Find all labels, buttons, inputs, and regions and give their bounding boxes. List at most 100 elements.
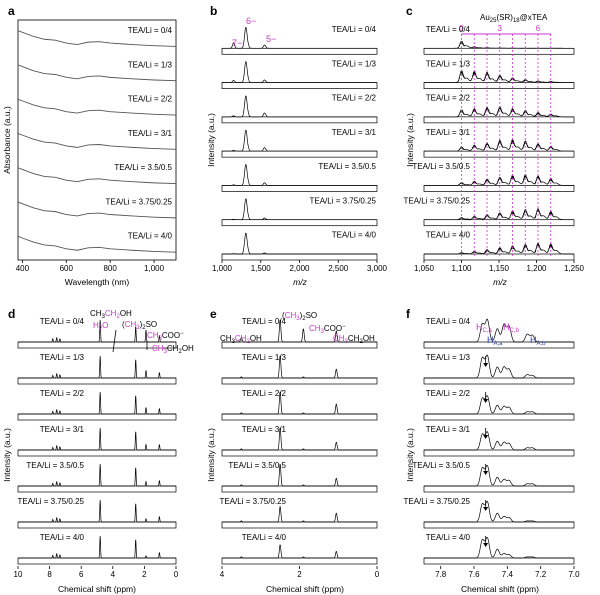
panel-f-row-frame: [423, 521, 575, 529]
panel-f-row-label: TEA/Li = 3/1: [426, 425, 471, 434]
nmr-spectrum: [424, 536, 574, 559]
panel-c-ylabel: Intensity (a.u.): [405, 113, 415, 167]
panel-b-row-label: TEA/Li = 3.75/0.25: [310, 196, 377, 205]
panel-b-row-labels: TEA/Li = 0/4 TEA/Li = 1/3 TEA/Li = 2/2 TEA/…: [310, 25, 377, 240]
panel-d-row-frame: [17, 521, 177, 529]
nmr-spectrum: [222, 319, 377, 343]
absorbance-curve: [17, 201, 177, 219]
panel-f-row-label: TEA/Li = 3.5/0.5: [412, 461, 470, 470]
panel-a-frame: [17, 19, 177, 261]
panel-c-row-labels: TEA/Li = 0/4 TEA/Li = 1/3 TEA/Li = 2/2 TEA/…: [404, 25, 471, 240]
panel-c-xtick-label: 1,050: [414, 264, 435, 273]
panel-a-curves: [17, 30, 177, 253]
panel-e-xtick-label: 2: [297, 570, 302, 579]
panel-c-row-label: TEA/Li = 3.5/0.5: [412, 162, 470, 171]
panel-e-row-frame: [221, 449, 378, 457]
panel-c-row-frame: [423, 150, 575, 158]
charge-6-label: 6−: [246, 16, 256, 26]
ms-spectrum: [222, 164, 377, 186]
ms-spectrum: [222, 95, 377, 118]
panel-c-row-frame: [423, 185, 575, 192]
scale-label: 0: [459, 24, 464, 33]
panel-c-row-label: TEA/Li = 3/1: [426, 128, 471, 137]
panel-a-label: a: [8, 4, 15, 18]
panel-b-row-label: TEA/Li = 3/1: [332, 128, 377, 137]
panel-f-xtick-label: 7.6: [468, 570, 480, 579]
panel-e-row-label: TEA/Li = 1/3: [242, 353, 287, 362]
panel-c-xtick-label: 1,250: [564, 264, 585, 273]
panel-e-row-label: TEA/Li = 3.75/0.25: [220, 497, 287, 506]
panel-b-row-frame: [221, 47, 378, 55]
panel-c-title: Au25(SR)18@xTEA: [480, 13, 548, 24]
panel-f-row-label: TEA/Li = 0/4: [426, 317, 471, 326]
panel-f-row-labels: TEA/Li = 0/4 TEA/Li = 1/3 TEA/Li = 2/2 TEA/…: [404, 317, 471, 542]
ms-spectrum: [222, 26, 377, 49]
panel-c-row-frame: [423, 116, 575, 124]
scale-label: 3: [498, 24, 503, 33]
panel-e-ylabel: Intensity (a.u.): [206, 428, 216, 482]
nmr-spectrum: [18, 319, 176, 343]
ms-spectrum: [222, 61, 377, 83]
panel-d-row-label: TEA/Li = 4/0: [40, 533, 85, 542]
peak-arrow-head: [483, 471, 489, 475]
panel-b-xtick-label: 1,500: [251, 264, 272, 273]
nmr-spectrum: [18, 499, 176, 523]
ms-spectrum: [222, 129, 377, 152]
panel-f-row-frame: [423, 449, 575, 457]
nmr-spectrum: [18, 391, 176, 415]
panel-a-row-label: TEA/Li = 2/2: [128, 95, 173, 104]
ann-d-ethanol-top: CH3CH2OH: [90, 309, 132, 320]
panel-c-row-frame: [423, 82, 575, 89]
panel-f-ylabel: Intensity (a.u.): [405, 428, 415, 482]
peak-arrow-head: [483, 507, 489, 511]
scale-label: 6: [536, 24, 541, 33]
panel-f-label: f: [406, 307, 411, 321]
panel-a-xtick-label: 800: [103, 264, 117, 273]
ann-d-water: H2O: [93, 321, 108, 332]
panel-d-xtick-label: 8: [47, 570, 52, 579]
panel-d-row-frame: [17, 449, 177, 457]
panel-e-row-labels: TEA/Li = 0/4 TEA/Li = 1/3 TEA/Li = 2/2 TEA/…: [220, 317, 287, 542]
panel-a-row-label: TEA/Li = 1/3: [128, 60, 173, 69]
panel-c-row-label: TEA/Li = 2/2: [426, 94, 471, 103]
ann-d-ethanol-bottom: CH3CH2OH: [152, 344, 194, 355]
panel-f-xtick-label: 7.0: [568, 570, 580, 579]
panel-f-row-frame: [423, 485, 575, 493]
panel-f-row-label: TEA/Li = 4/0: [426, 533, 471, 542]
peak-arrow-head: [483, 435, 489, 439]
panel-b-row-frame: [221, 185, 378, 192]
panel-b-xtick-label: 2,500: [328, 264, 349, 273]
panel-c-xtick-label: 1,150: [489, 264, 510, 273]
panel-a-xtick-label: 400: [16, 264, 30, 273]
panel-e-row-label: TEA/Li = 0/4: [242, 317, 287, 326]
panel-e-row-frame: [221, 485, 378, 493]
panel-a-xtick-label: 1,000: [144, 264, 165, 273]
nmr-spectrum: [424, 318, 574, 343]
panel-c-xtick-label: 1,100: [451, 264, 472, 273]
panel-e-row-frame: [221, 557, 378, 565]
absorbance-curve: [17, 235, 177, 253]
peak-arrow-head: [483, 399, 489, 403]
panel-d-xlabel: Chemical shift (ppm): [58, 584, 136, 594]
panel-d-xtick-label: 0: [174, 570, 179, 579]
panel-a-row-labels: TEA/Li = 0/4 TEA/Li = 1/3 TEA/Li = 2/2 TEA/…: [106, 26, 173, 241]
ann-e-ethanol-right: CH3CH2OH: [333, 334, 375, 345]
panel-b-row-label: TEA/Li = 1/3: [332, 59, 377, 68]
ann-d-acetate: CH3COO−: [147, 331, 184, 342]
nmr-spectrum: [222, 355, 377, 379]
ann-f-haa: HA,a: [487, 335, 503, 347]
panel-f-xtick-label: 7.8: [435, 570, 447, 579]
ann-f-hcb: HC,b: [503, 322, 520, 334]
panel-c-row-frame: [423, 219, 575, 227]
panel-b-row-label: TEA/Li = 2/2: [332, 94, 377, 103]
panel-c-xticks: 1,050 1,100 1,150 1,200 1,250: [414, 260, 585, 273]
panel-d-row-frame: [17, 377, 177, 385]
panel-f-xticks: 7.8 7.6 7.4 7.2 7.0: [435, 566, 580, 579]
panel-e-xticks: 4 2 0: [220, 566, 380, 579]
panel-d-row-frame: [17, 413, 177, 421]
ms-zoom-spectrum: [424, 174, 574, 186]
nmr-spectrum: [424, 354, 574, 379]
